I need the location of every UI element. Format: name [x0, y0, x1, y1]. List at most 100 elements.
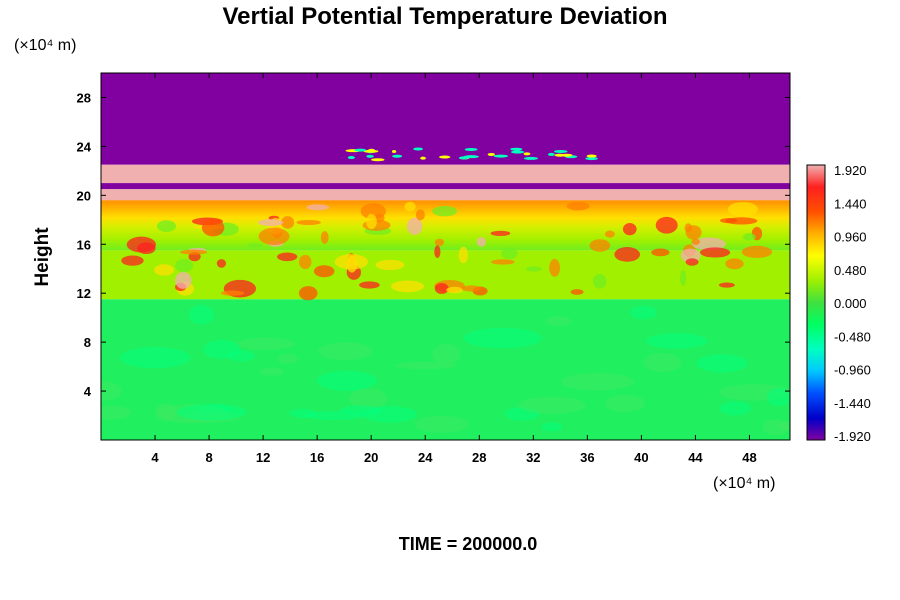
x-axis: 4 8 12 16 20 24 28 32 36 40 44 48 [151, 73, 757, 465]
wave-streak [438, 155, 451, 159]
wave-streak [458, 156, 469, 160]
texture-blob [645, 333, 708, 349]
texture-blob [176, 403, 246, 421]
plot-frame [100, 72, 791, 441]
texture-blob [179, 249, 208, 255]
layer-band-upper [101, 164, 790, 184]
wave-streak [464, 147, 478, 151]
wave-streak [347, 156, 355, 160]
texture-blob [375, 259, 405, 271]
texture-blob [541, 422, 563, 432]
texture-blob [334, 254, 369, 270]
texture-blob [101, 381, 122, 401]
texture-blob [362, 406, 418, 423]
texture-blob [216, 259, 226, 268]
texture-blob [281, 216, 295, 229]
texture-blob [490, 259, 515, 265]
y-tick-label: 28 [77, 90, 91, 105]
wave-streak [413, 147, 423, 151]
wave-streak [392, 154, 403, 158]
texture-blob [277, 354, 298, 364]
texture-blob [566, 201, 590, 211]
y-axis: 4 8 12 16 20 24 28 [77, 90, 790, 399]
colorbar-label: 0.960 [834, 230, 867, 245]
texture-blob [630, 305, 657, 320]
texture-blob [719, 401, 751, 416]
texture-blob [461, 285, 481, 292]
layer-top [101, 73, 790, 165]
texture-blob [741, 245, 773, 259]
texture-blob [549, 258, 561, 277]
texture-blob [349, 388, 388, 410]
x-tick-label: 16 [310, 450, 324, 465]
wave-streak [368, 148, 375, 152]
texture-blob [304, 411, 366, 421]
texture-blob [101, 405, 131, 420]
texture-blob [685, 225, 702, 240]
texture-blob [518, 396, 586, 414]
texture-blob [390, 280, 425, 293]
texture-blob [258, 219, 284, 226]
chart-title: Vertial Potential Temperature Deviation [222, 3, 667, 30]
wave-streak [523, 156, 539, 160]
wave-streak [560, 153, 573, 157]
texture-blob [604, 230, 615, 238]
texture-blob [188, 305, 214, 325]
texture-blob [762, 419, 789, 436]
wave-streak [523, 152, 531, 156]
texture-blob [289, 408, 317, 418]
texture-blob [446, 286, 464, 294]
texture-blob [175, 271, 192, 289]
texture-blob [414, 415, 469, 433]
texture-blob [360, 203, 386, 220]
x-tick-label: 8 [205, 450, 212, 465]
texture-blob [434, 283, 449, 294]
texture-blob [692, 237, 726, 251]
y-tick-label: 12 [77, 286, 91, 301]
texture-blob [655, 216, 678, 234]
texture-blob [680, 270, 687, 286]
texture-blob [316, 370, 377, 391]
texture-blob [359, 281, 380, 289]
texture-blob [298, 286, 318, 301]
x-tick-label: 4 [151, 450, 159, 465]
y-tick-label: 20 [77, 188, 91, 203]
x-tick-label: 44 [688, 450, 703, 465]
x-tick-label: 48 [742, 450, 756, 465]
wave-streak [391, 150, 397, 154]
wave-streak [371, 158, 385, 162]
x-tick-label: 20 [364, 450, 378, 465]
texture-blob [296, 219, 321, 226]
x-tick-label: 40 [634, 450, 648, 465]
colorbar-label: -1.920 [834, 429, 871, 444]
texture-blob [395, 361, 457, 370]
texture-blob [313, 265, 335, 278]
texture-blob [237, 337, 296, 350]
wave-streak [547, 152, 555, 156]
y-axis-unit: (×10⁴ m) [14, 37, 76, 54]
texture-blob [643, 353, 682, 372]
texture-blob [227, 350, 255, 362]
y-tick-label: 24 [77, 139, 92, 154]
wave-streak [553, 149, 568, 153]
texture-blob [614, 247, 641, 262]
texture-blob [476, 237, 487, 247]
texture-blob [434, 245, 441, 259]
wave-streak [585, 157, 598, 161]
x-tick-label: 32 [526, 450, 540, 465]
texture-blob [691, 238, 700, 245]
texture-blob [406, 217, 423, 235]
texture-blob [201, 218, 225, 237]
x-tick-label: 24 [418, 450, 433, 465]
wave-streak [420, 156, 426, 160]
x-tick-label: 36 [580, 450, 594, 465]
texture-blob [220, 290, 245, 296]
x-axis-unit: (×10⁴ m) [713, 475, 775, 492]
texture-blob [685, 258, 699, 266]
texture-blob [157, 220, 176, 232]
texture-blob [718, 282, 735, 288]
colorbar: 1.920 1.440 0.960 0.480 0.000 -0.480 -0.960 -1.… [806, 163, 871, 444]
wave-streak [510, 147, 523, 151]
texture-blob [119, 347, 191, 369]
texture-blob [725, 258, 744, 270]
